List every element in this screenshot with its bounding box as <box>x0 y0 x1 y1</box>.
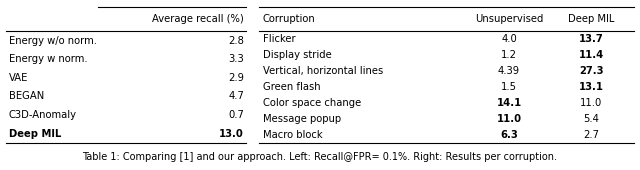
Text: Vertical, horizontal lines: Vertical, horizontal lines <box>263 66 383 76</box>
Text: VAE: VAE <box>9 73 28 83</box>
Text: Flicker: Flicker <box>263 34 296 44</box>
Text: 6.3: 6.3 <box>500 130 518 140</box>
Text: Energy w/o norm.: Energy w/o norm. <box>9 36 97 46</box>
Text: 14.1: 14.1 <box>497 98 522 108</box>
Text: 5.4: 5.4 <box>584 114 600 124</box>
Text: Deep MIL: Deep MIL <box>568 14 614 24</box>
Text: 1.2: 1.2 <box>501 50 517 60</box>
Text: 4.39: 4.39 <box>498 66 520 76</box>
Text: 13.7: 13.7 <box>579 34 604 44</box>
Text: 4.0: 4.0 <box>501 34 517 44</box>
Text: 0.7: 0.7 <box>228 110 244 120</box>
Text: Display stride: Display stride <box>263 50 332 60</box>
Text: C3D-Anomaly: C3D-Anomaly <box>9 110 77 120</box>
Text: 11.4: 11.4 <box>579 50 604 60</box>
Text: Message popup: Message popup <box>263 114 341 124</box>
Text: 11.0: 11.0 <box>580 98 603 108</box>
Text: 27.3: 27.3 <box>579 66 604 76</box>
Text: 2.9: 2.9 <box>228 73 244 83</box>
Text: Deep MIL: Deep MIL <box>9 129 61 139</box>
Text: 13.1: 13.1 <box>579 82 604 92</box>
Text: Color space change: Color space change <box>263 98 361 108</box>
Text: 13.0: 13.0 <box>220 129 244 139</box>
Text: 3.3: 3.3 <box>228 54 244 64</box>
Text: 2.7: 2.7 <box>584 130 600 140</box>
Text: 1.5: 1.5 <box>501 82 517 92</box>
Text: Energy w norm.: Energy w norm. <box>9 54 88 64</box>
Text: Unsupervised: Unsupervised <box>475 14 543 24</box>
Text: Table 1: Comparing [1] and our approach. Left: Recall@FPR= 0.1%. Right: Results : Table 1: Comparing [1] and our approach.… <box>83 152 557 162</box>
Text: Green flash: Green flash <box>263 82 321 92</box>
Text: Average recall (%): Average recall (%) <box>152 14 244 24</box>
Text: 11.0: 11.0 <box>497 114 522 124</box>
Text: Corruption: Corruption <box>263 14 316 24</box>
Text: 2.8: 2.8 <box>228 36 244 46</box>
Text: Macro block: Macro block <box>263 130 323 140</box>
Text: 4.7: 4.7 <box>228 91 244 101</box>
Text: BEGAN: BEGAN <box>9 91 44 101</box>
